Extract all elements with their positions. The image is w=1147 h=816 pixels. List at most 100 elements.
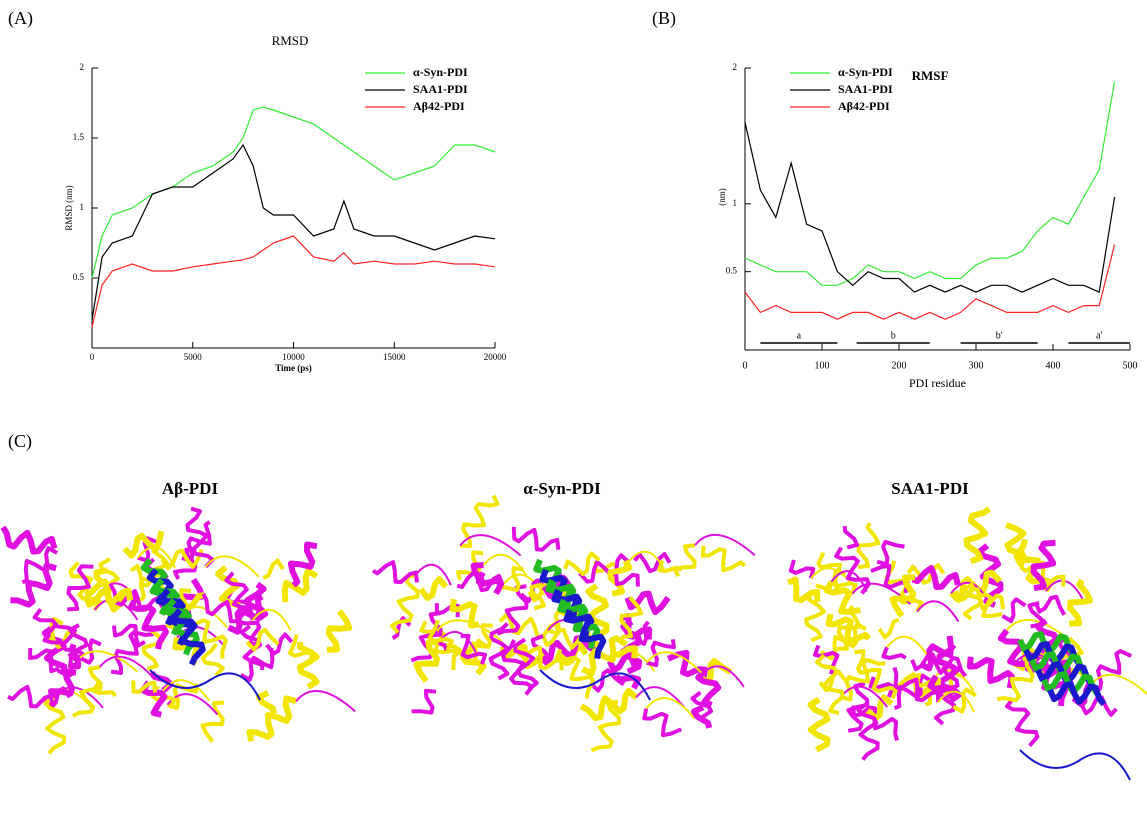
domain-label: a'	[1096, 330, 1102, 341]
helix	[606, 652, 638, 674]
series-line	[91, 235, 496, 328]
helix	[612, 645, 638, 659]
helix	[633, 552, 672, 574]
sheet	[251, 608, 292, 631]
helix	[646, 639, 676, 668]
helix	[996, 656, 1037, 703]
helix	[846, 681, 870, 733]
helix	[927, 674, 956, 700]
series-line	[91, 143, 496, 321]
helix	[53, 620, 85, 664]
y-tick-label: 1	[733, 198, 738, 208]
helix	[140, 680, 168, 718]
helix	[607, 559, 633, 597]
chart-title: RMSD	[272, 33, 309, 48]
helix	[67, 623, 89, 662]
helix	[43, 696, 67, 755]
series-line	[744, 244, 1116, 320]
domain-label: b	[891, 330, 896, 341]
helix	[963, 506, 992, 565]
sheet	[53, 686, 104, 709]
helix	[911, 565, 961, 590]
helix	[164, 598, 200, 656]
x-tick-label: 300	[969, 360, 984, 371]
domain-label: a	[797, 330, 802, 341]
helix	[410, 611, 443, 663]
y-tick-label: 2	[80, 62, 85, 72]
helix	[788, 559, 816, 580]
helix	[325, 609, 353, 653]
helix	[32, 608, 67, 649]
helix	[10, 562, 57, 608]
helix	[181, 520, 212, 563]
series-line	[744, 122, 1116, 293]
y-tick-label: 1.5	[73, 132, 85, 142]
series-line	[744, 81, 1116, 286]
loop	[149, 669, 261, 701]
helix	[128, 596, 169, 650]
helix	[1005, 697, 1040, 748]
helix	[201, 593, 255, 624]
helix	[949, 569, 1002, 603]
sheet	[414, 563, 452, 586]
x-tick-label: 10000	[282, 352, 305, 362]
helix	[98, 557, 120, 586]
helix	[824, 580, 861, 615]
helix	[906, 563, 946, 585]
helix	[517, 641, 564, 671]
helix	[170, 608, 206, 666]
helix	[427, 619, 454, 651]
helix	[624, 590, 671, 616]
helix	[84, 578, 134, 604]
x-tick-label: 0	[90, 352, 95, 362]
helix	[695, 668, 722, 708]
helix	[1089, 649, 1133, 691]
series-line	[91, 106, 496, 279]
helix	[614, 573, 640, 587]
helix	[962, 581, 984, 621]
sheet	[645, 697, 696, 720]
helix	[807, 696, 831, 753]
helix	[1001, 597, 1027, 624]
sheet	[482, 553, 528, 576]
helix	[563, 551, 601, 577]
helix	[816, 551, 858, 595]
helix	[876, 539, 905, 567]
helix	[690, 690, 713, 720]
helix	[581, 635, 628, 677]
legend-label: Aβ42-PDI	[413, 99, 465, 113]
legend-label: SAA1-PDI	[413, 82, 468, 96]
helix	[111, 623, 146, 648]
helix	[563, 608, 607, 659]
helix	[411, 688, 437, 715]
helix	[371, 560, 419, 585]
helix	[856, 702, 880, 761]
domain-label: b'	[996, 330, 1003, 341]
helix	[554, 648, 596, 699]
helix	[877, 617, 900, 640]
legend-label: SAA1-PDI	[838, 82, 893, 96]
x-tick-label: 400	[1046, 360, 1061, 371]
legend-label: α-Syn-PDI	[838, 65, 893, 79]
x-axis-label: PDI residue	[909, 376, 966, 390]
helix	[853, 649, 898, 700]
helix	[893, 673, 933, 710]
x-tick-label: 0	[743, 360, 748, 371]
helix	[952, 687, 977, 714]
helix	[529, 582, 546, 611]
helix	[262, 558, 285, 580]
sheet	[75, 650, 139, 673]
sheet	[886, 635, 930, 658]
sheet	[694, 533, 756, 557]
helix	[413, 639, 440, 683]
helix	[691, 704, 713, 729]
helix	[856, 522, 881, 569]
helix	[672, 543, 697, 578]
sheet	[645, 651, 703, 674]
x-tick-label: 200	[892, 360, 907, 371]
helix	[642, 708, 682, 738]
helix	[281, 568, 319, 603]
y-tick-label: 2	[733, 62, 738, 72]
helix	[892, 666, 941, 703]
